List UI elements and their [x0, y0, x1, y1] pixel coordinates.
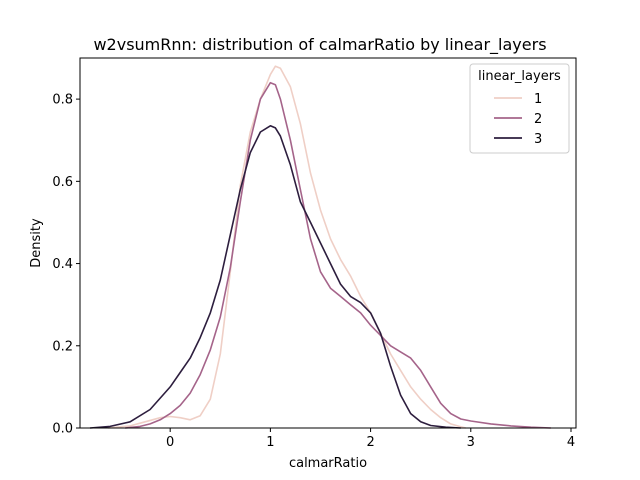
legend-label-2: 2: [534, 112, 542, 127]
legend-title: linear_layers: [478, 69, 561, 84]
y-tick-label: 0.6: [52, 175, 73, 190]
legend-label-1: 1: [534, 92, 542, 107]
x-tick-label: 3: [467, 435, 475, 450]
legend-box: [469, 63, 570, 154]
x-tick-label: 1: [266, 435, 274, 450]
y-tick-label: 0.4: [52, 257, 73, 272]
plot-frame: [79, 57, 577, 429]
series-lines: [89, 65, 551, 429]
series-line-2: [125, 81, 551, 429]
legend-label-3: 3: [534, 132, 542, 147]
y-tick-label: 0.8: [52, 93, 73, 108]
x-tick-label: 0: [166, 435, 174, 450]
legend: linear_layers 1 2 3: [469, 63, 570, 154]
x-tick-label: 4: [567, 435, 575, 450]
series-line-1: [108, 65, 466, 429]
y-axis-label: Density: [29, 218, 44, 268]
x-axis-label: calmarRatio: [289, 456, 367, 471]
x-axis: 0 1 2 3 4: [166, 428, 575, 450]
x-tick-label: 2: [366, 435, 374, 450]
y-tick-label: 0.2: [52, 339, 73, 354]
y-axis: 0.0 0.2 0.4 0.6 0.8: [52, 93, 80, 437]
series-line-3: [89, 125, 461, 429]
chart-title: w2vsumRnn: distribution of calmarRatio b…: [93, 35, 546, 55]
y-tick-label: 0.0: [52, 422, 73, 437]
